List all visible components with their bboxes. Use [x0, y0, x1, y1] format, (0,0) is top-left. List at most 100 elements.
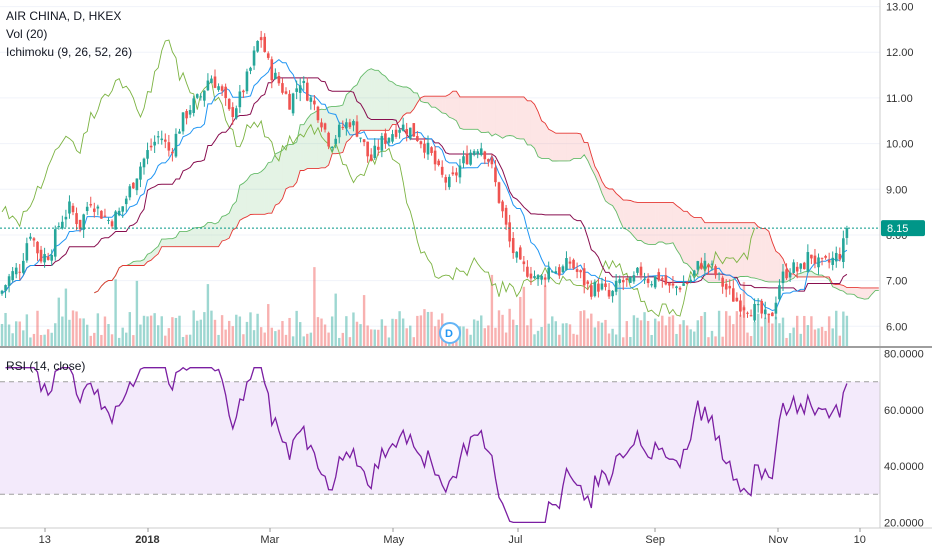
- volume-bar: [469, 334, 472, 346]
- candle-body: [359, 137, 362, 139]
- candle-body: [195, 94, 199, 98]
- volume-bar: [412, 337, 415, 346]
- candle-body: [252, 50, 256, 66]
- time-axis[interactable]: 13 2018 Mar May Jul Sep Nov 10: [0, 527, 932, 546]
- volume-bar: [25, 314, 29, 346]
- volume-bar: [32, 333, 36, 346]
- cloud-segment: [360, 73, 365, 131]
- rsi-legend[interactable]: RSI (14, close): [6, 359, 85, 373]
- volume-bar: [785, 337, 788, 346]
- volume-bar: [103, 316, 107, 346]
- candle-body: [263, 36, 266, 52]
- volume-bar: [4, 312, 7, 346]
- candle-body: [210, 78, 213, 84]
- volume-bar: [153, 313, 156, 346]
- candle-body: [639, 266, 643, 276]
- cloud-segment: [442, 96, 446, 114]
- cloud-segment: [424, 96, 428, 103]
- candle-body: [795, 266, 799, 272]
- date-tick-label: Mar: [260, 534, 279, 546]
- candle-body: [739, 300, 742, 312]
- volume-bar: [462, 326, 465, 346]
- volume-bar: [654, 318, 657, 346]
- volume-bar: [796, 315, 799, 346]
- candle-body: [696, 261, 700, 270]
- cloud-segment: [807, 271, 812, 277]
- volume-bar: [164, 335, 167, 346]
- candle-body: [295, 88, 298, 92]
- cloud-segment: [463, 96, 468, 130]
- candle-body: [586, 281, 590, 284]
- candle-body: [391, 134, 394, 142]
- candle-body: [242, 90, 245, 93]
- candle-body: [68, 201, 71, 214]
- rsi-axis[interactable]: 20.0000 40.0000 60.0000 80.0000: [879, 348, 924, 529]
- candle-body: [568, 261, 572, 264]
- candle-body: [327, 132, 330, 147]
- volume-bar: [749, 336, 753, 346]
- candle-body: [842, 238, 845, 262]
- cloud-segment: [207, 222, 212, 247]
- candle-body: [661, 278, 664, 280]
- candle-body: [82, 214, 85, 230]
- volume-bar: [224, 329, 227, 346]
- volume-bar: [295, 310, 298, 346]
- candle-body: [185, 110, 188, 119]
- candle-body: [334, 138, 337, 144]
- candle-body: [43, 254, 46, 263]
- volume-bar: [483, 328, 486, 346]
- cloud-segment: [644, 202, 649, 245]
- candle-body: [277, 75, 281, 84]
- cloud-segment: [239, 183, 244, 221]
- candle-body: [192, 98, 195, 113]
- volume-bar: [277, 329, 281, 346]
- cloud-segment: [271, 153, 276, 214]
- volume-bar: [11, 333, 14, 346]
- cloud-segment: [200, 226, 205, 247]
- volume-bar: [398, 311, 401, 346]
- volume-bar: [228, 320, 231, 346]
- volume-bar: [732, 324, 735, 346]
- volume-bar: [707, 337, 710, 346]
- volume-bar: [213, 319, 217, 346]
- candle-body: [629, 277, 632, 283]
- rsi-tick-label: 40.0000: [884, 461, 924, 473]
- candle-body: [561, 266, 565, 273]
- cloud-segment: [179, 231, 184, 247]
- cloud-segment: [261, 168, 265, 215]
- dividend-marker[interactable]: D: [439, 322, 461, 344]
- volume-bar: [391, 318, 394, 346]
- cloud-segment: [406, 86, 411, 114]
- volume-bar: [330, 316, 334, 346]
- candle-body: [306, 82, 309, 101]
- candle-body: [401, 124, 405, 131]
- cloud-segment: [754, 222, 759, 280]
- cloud-segment: [555, 133, 560, 161]
- symbol-title[interactable]: AIR CHINA, D, HKEX: [6, 9, 121, 23]
- ichimoku-legend[interactable]: Ichimoku (9, 26, 52, 26): [6, 45, 132, 59]
- candle-body: [550, 271, 554, 273]
- volume-bar: [171, 317, 174, 346]
- candle-body: [188, 110, 192, 115]
- candle-body: [387, 137, 391, 143]
- cloud-segment: [591, 154, 595, 176]
- volume-bar: [178, 315, 181, 346]
- volume-bar: [771, 323, 774, 346]
- volume-legend[interactable]: Vol (20): [6, 27, 47, 41]
- candle-body: [316, 106, 320, 121]
- volume-bar: [93, 332, 96, 346]
- volume-bar: [157, 325, 160, 346]
- cloud-segment: [314, 110, 318, 169]
- volume-bar: [419, 315, 423, 346]
- candle-body: [217, 86, 220, 90]
- candle-body: [458, 165, 462, 178]
- rsi-tick-label: 20.0000: [884, 517, 924, 529]
- candle-body: [536, 275, 540, 280]
- candle-body: [419, 141, 423, 145]
- volume-bar: [682, 320, 685, 346]
- cloud-segment: [619, 196, 624, 229]
- volume-bar: [806, 325, 810, 346]
- volume-bar: [551, 316, 554, 346]
- candle-body: [0, 290, 4, 294]
